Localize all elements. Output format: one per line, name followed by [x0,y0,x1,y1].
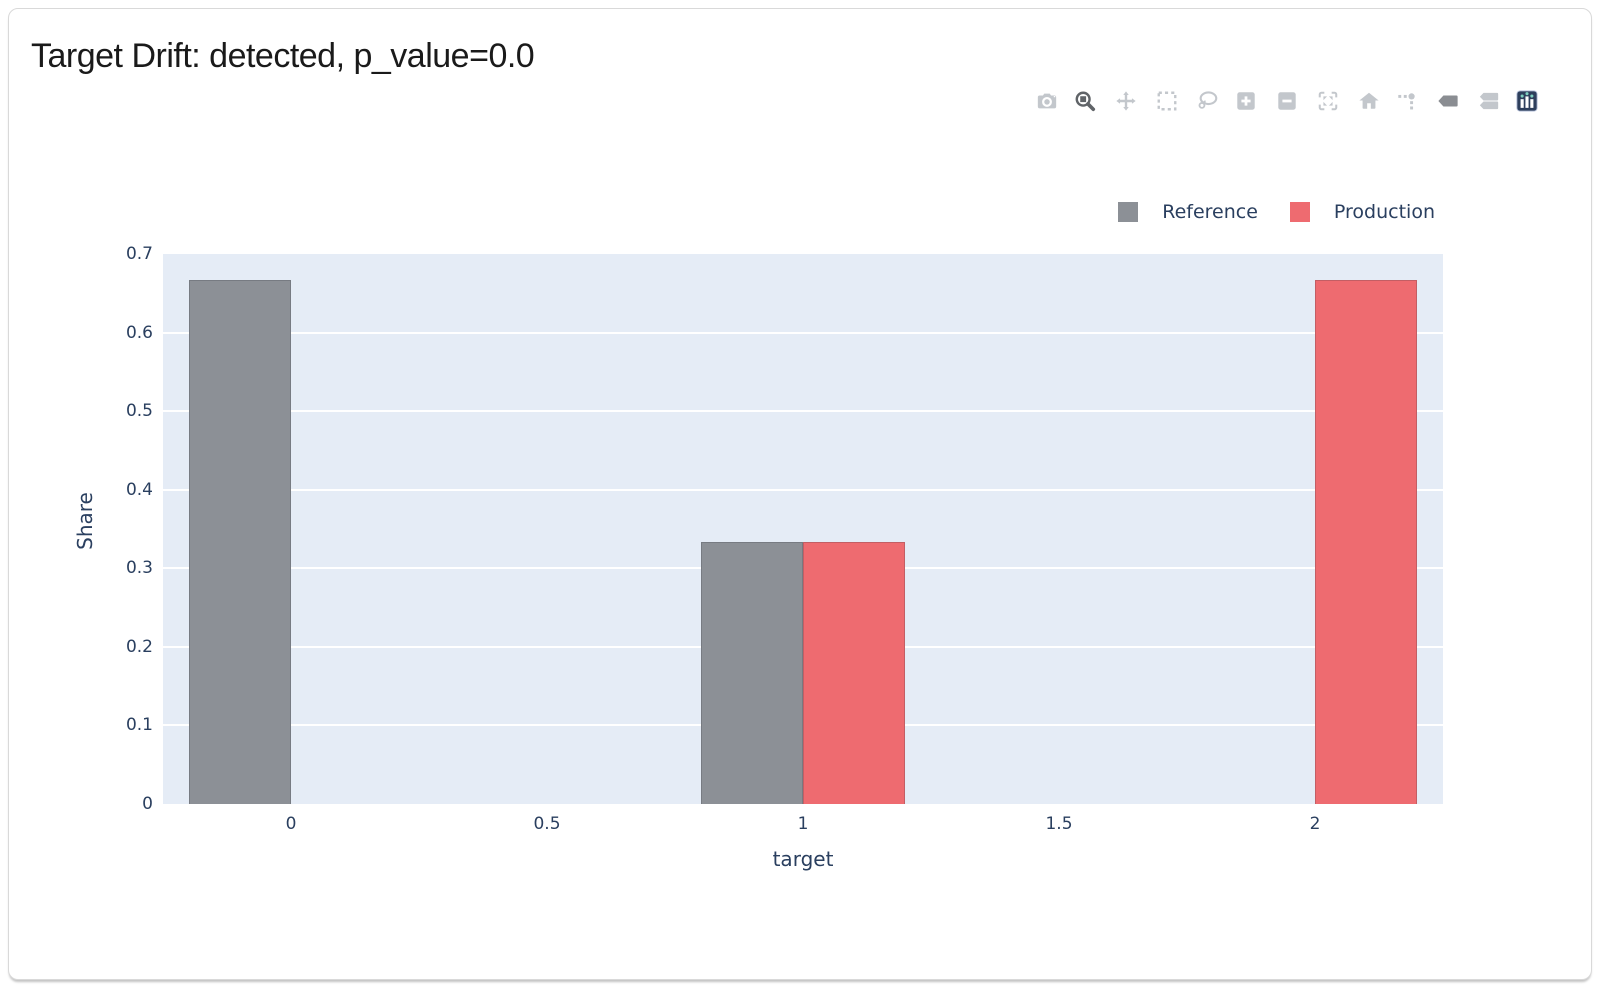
chart-title: Target Drift: detected, p_value=0.0 [31,37,535,75]
x-tick-label: 0 [285,814,297,834]
legend-swatch [1118,202,1139,222]
gridline [163,331,1443,334]
modebar-button-box-select[interactable] [1155,89,1179,113]
modebar-button-zoom-in[interactable] [1234,89,1258,113]
home-icon [1358,90,1380,112]
plot-area [163,254,1443,804]
x-tick-label: 2 [1309,814,1321,834]
modebar-button-hover-compare[interactable] [1477,89,1501,113]
gridline [163,410,1443,413]
zoom-icon [1074,90,1096,112]
bar-production-x2 [1315,280,1418,804]
bar-production-x1 [803,542,906,804]
y-tick-label: 0.5 [125,401,153,422]
y-tick-label: 0.1 [125,715,153,736]
modebar-button-zoom-out[interactable] [1275,89,1299,113]
bar-reference-x0 [188,280,291,804]
hover-compare-icon [1478,90,1500,112]
y-tick-label: 0 [142,794,153,814]
lasso-icon [1197,90,1219,112]
plotly-logo-icon [1516,90,1538,112]
zoom-in-icon [1235,90,1257,112]
modebar-button-reset-axes[interactable] [1357,89,1381,113]
modebar-group [1073,89,1220,113]
modebar-button-toggle-spikelines[interactable] [1395,89,1419,113]
gridline [163,488,1443,491]
x-tick-label: 1 [797,814,809,834]
x-tick-label: 0.5 [533,814,561,834]
modebar-button-plotly-logo[interactable] [1515,89,1539,113]
y-tick-label: 0.4 [125,479,153,500]
hover-closest-icon [1437,90,1459,112]
modebar-group [1395,89,1501,113]
legend-label: Reference [1162,201,1258,223]
spikelines-icon [1396,90,1418,112]
pan-icon [1115,90,1137,112]
modebar-group [1234,89,1381,113]
legend-item-reference[interactable]: Reference [1118,201,1258,223]
modebar-group [1515,89,1539,113]
legend-label: Production [1333,201,1435,223]
y-tick-label: 0.2 [125,636,153,657]
box-select-icon [1156,90,1178,112]
camera-icon [1036,90,1058,112]
y-tick-label: 0.7 [125,244,153,264]
y-tick-label: 0.6 [125,322,153,343]
modebar-button-lasso-select[interactable] [1196,89,1220,113]
modebar-button-autoscale[interactable] [1316,89,1340,113]
legend-item-production[interactable]: Production [1289,201,1435,223]
legend: Reference Production [1086,201,1435,223]
modebar-button-pan[interactable] [1114,89,1138,113]
y-tick-label: 0.3 [125,558,153,579]
zoom-out-icon [1276,90,1298,112]
bar-reference-x1 [700,542,803,804]
plotly-modebar [1021,89,1539,113]
modebar-button-hover-closest[interactable] [1436,89,1460,113]
x-axis-title: target [772,847,834,871]
modebar-button-zoom[interactable] [1073,89,1097,113]
y-axis-title: Share [73,492,97,550]
modebar-button-download-png[interactable] [1035,89,1059,113]
x-tick-label: 1.5 [1045,814,1073,834]
modebar-group [1035,89,1059,113]
plot-card: Target Drift: detected, p_value=0.0 Refe… [8,8,1592,980]
autoscale-icon [1317,90,1339,112]
legend-swatch [1289,202,1310,222]
